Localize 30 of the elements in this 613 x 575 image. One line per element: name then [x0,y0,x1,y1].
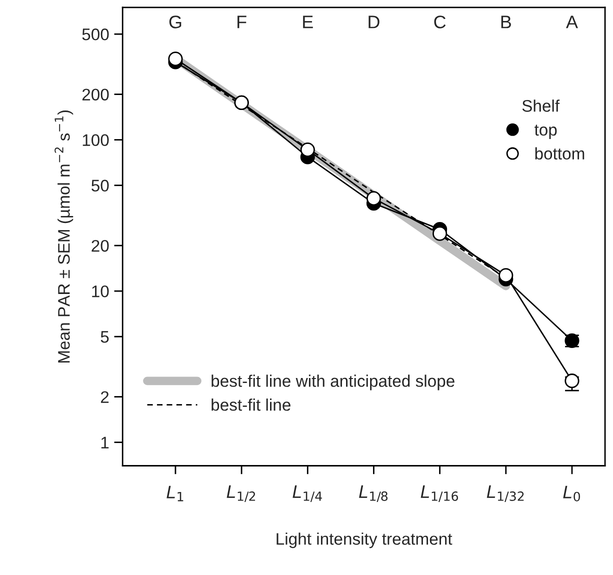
x-tick-label: L$_{1/32}$ [486,485,524,502]
legend-label: best-fit line [212,398,290,411]
y-tick-label: 1 [101,436,109,448]
x-tick-label: L$_{1/2}$ [226,485,256,502]
x-tick-label: L$_{1/16}$ [420,485,458,502]
y-axis-title: Mean PAR ± SEM (µmol m$^{−2}$ s$^{−1}$) [54,110,74,362]
y-tick-label: 5 [100,331,109,343]
legend-title: Shelf [522,100,560,112]
x-tick-label: L$_{1/8}$ [359,485,388,502]
y-tick-label: 100 [82,134,109,146]
y-tick-label: 200 [82,88,109,100]
x-tick-label: L$_{1}$ [166,486,184,502]
legend-label: bottom [535,147,584,160]
y-tick-label: 50 [92,180,109,192]
annotation: E [303,16,313,28]
annotation: D [368,16,380,28]
annotation: C [434,16,446,28]
annotation: G [169,16,182,28]
legend-label: best-fit line with anticipated slope [212,374,454,390]
annotation: F [238,16,246,28]
legend-label: top [534,124,557,139]
x-axis-title: Light intensity treatment [276,532,452,548]
annotation: A [566,16,578,28]
x-tick-label: L$_{1/4}$ [292,485,322,502]
y-tick-label: 20 [92,240,109,252]
y-tick-label: 2 [100,391,109,403]
y-tick-label: 10 [92,285,109,298]
y-tick-label: 500 [82,28,109,40]
annotation: B [501,16,511,28]
x-tick-label: L$_{0}$ [563,486,580,502]
